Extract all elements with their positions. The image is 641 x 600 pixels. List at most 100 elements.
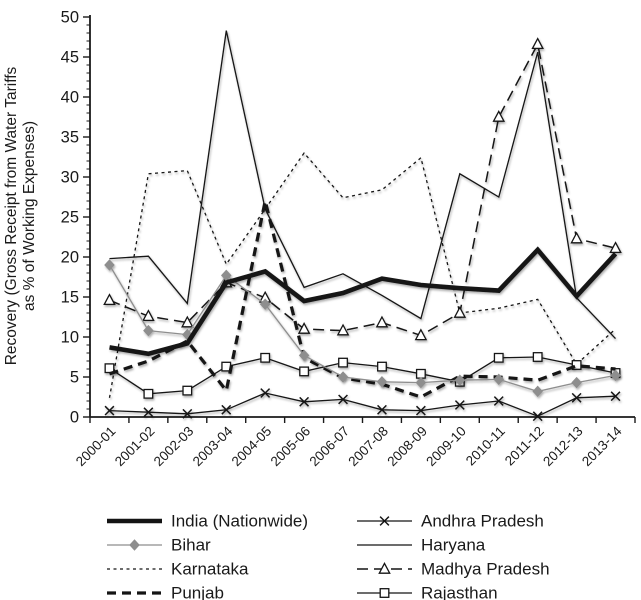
x-marker: [338, 394, 348, 405]
series-line-karnataka: [108, 151, 616, 398]
series-line-punjab: [108, 200, 616, 399]
x-axis-tick-label: 2010-11: [463, 424, 508, 469]
diamond-marker: [337, 371, 349, 383]
diamond-marker: [532, 385, 543, 398]
triangle-marker: [531, 37, 544, 50]
legend-item-india: India (Nationwide): [107, 512, 308, 531]
legend-label-rajasthan: Rajasthan: [421, 584, 498, 600]
series-punjab: [108, 200, 616, 399]
square-marker: [377, 361, 387, 372]
diamond-marker: [376, 376, 388, 388]
diamond-marker: [493, 373, 505, 386]
x-marker: [415, 405, 426, 416]
x-marker: [493, 396, 504, 406]
square-marker: [338, 357, 348, 368]
x-axis-tick-label: 2005-06: [268, 424, 314, 470]
x-axis-tick-label: 2001-02: [112, 424, 158, 470]
series-bihar: [104, 259, 621, 398]
x-axis-tick-label: 2006-07: [307, 424, 353, 470]
diamond-marker: [129, 539, 140, 551]
y-axis-tick-label: 20: [61, 249, 79, 267]
x-marker: [104, 405, 115, 416]
legend-label-andhra-pradesh: Andhra Pradesh: [421, 512, 544, 531]
triangle-marker: [142, 309, 155, 322]
series-karnataka: [108, 151, 616, 398]
diamond-marker: [104, 259, 115, 271]
legend-item-rajasthan: Rajasthan: [357, 584, 498, 600]
square-marker: [532, 352, 543, 362]
y-axis-tick-label: 10: [61, 329, 79, 347]
diamond-marker: [415, 376, 427, 389]
series-andhra-pradesh: [104, 388, 621, 422]
legend-item-andhra-pradesh: Andhra Pradesh: [357, 512, 544, 531]
triangle-marker: [297, 322, 311, 334]
x-marker: [571, 392, 582, 403]
y-axis-tick-label: 30: [61, 169, 79, 187]
x-marker: [143, 407, 154, 418]
square-marker: [379, 588, 390, 598]
y-axis-tick-label: 25: [61, 209, 79, 227]
x-marker: [299, 396, 310, 407]
x-axis-tick-label: 2000-01: [73, 424, 119, 470]
series-line-india: [109, 246, 618, 357]
triangle-marker: [609, 241, 622, 254]
legend-label-haryana: Haryana: [421, 536, 486, 555]
plot-area: 0 5 10 15 20 25 30 35 40 45 50 2000-012001-022002-0…: [61, 9, 636, 600]
x-axis-tick-label: 2009-10: [423, 424, 469, 470]
y-axis-tick-label: 0: [70, 409, 79, 427]
diamond-marker: [143, 324, 154, 337]
square-marker: [493, 352, 504, 363]
legend: India (Nationwide) Bihar Karnataka Punjab An…: [107, 512, 550, 600]
triangle-marker: [453, 306, 467, 318]
x-axis-tick-label: 2012-13: [540, 424, 586, 470]
x-marker: [260, 388, 271, 398]
x-axis-tick-label: 2003-04: [190, 423, 236, 469]
x-marker: [377, 404, 387, 415]
y-axis-tick-label: 50: [61, 9, 79, 27]
x-marker: [454, 400, 465, 410]
legend-item-punjab: Punjab: [107, 584, 224, 600]
series-line-haryana: [109, 30, 616, 340]
square-marker: [415, 368, 426, 379]
series-line-rajasthan: [109, 356, 616, 395]
x-marker: [182, 408, 193, 419]
legend-label-karnataka: Karnataka: [171, 560, 249, 579]
y-axis-title-line2: as % of Working Expenses): [21, 121, 38, 311]
x-marker: [532, 411, 543, 422]
x-axis-tick-label: 2004-05: [229, 424, 275, 470]
legend-label-madhya-pradesh: Madhya Pradesh: [421, 560, 550, 579]
triangle-marker: [414, 328, 428, 341]
legend-label-bihar: Bihar: [171, 536, 211, 555]
y-axis-tick-label: 35: [61, 129, 79, 147]
y-axis-tick-label: 5: [70, 369, 79, 387]
legend-item-bihar: Bihar: [107, 536, 211, 555]
diamond-marker: [259, 298, 271, 310]
x-axis-tick-label: 2002-03: [151, 424, 197, 470]
legend-item-madhya-pradesh: Madhya Pradesh: [357, 560, 550, 579]
triangle-marker: [492, 110, 506, 122]
series-madhya-pradesh: [103, 37, 622, 341]
triangle-marker: [336, 323, 350, 336]
x-marker: [221, 404, 232, 415]
y-axis-tick-label: 40: [61, 89, 79, 107]
series-haryana: [109, 30, 616, 340]
square-marker: [571, 360, 582, 370]
square-marker: [299, 366, 310, 377]
legend-item-haryana: Haryana: [357, 536, 486, 555]
triangle-marker: [375, 315, 389, 328]
diamond-marker: [571, 376, 582, 389]
x-axis-tick-label: 2011-12: [502, 424, 547, 469]
square-marker: [182, 385, 193, 396]
series-line-bihar: [108, 264, 616, 393]
legend-label-india: India (Nationwide): [171, 512, 308, 531]
triangle-marker: [181, 315, 194, 328]
diamond-marker: [610, 369, 621, 382]
y-axis-tick-label: 45: [61, 49, 79, 67]
square-marker: [260, 352, 271, 363]
x-axis-tick-label: 2008-09: [384, 424, 430, 470]
triangle-marker: [570, 231, 583, 244]
diamond-marker: [454, 374, 466, 386]
square-marker: [143, 388, 154, 399]
